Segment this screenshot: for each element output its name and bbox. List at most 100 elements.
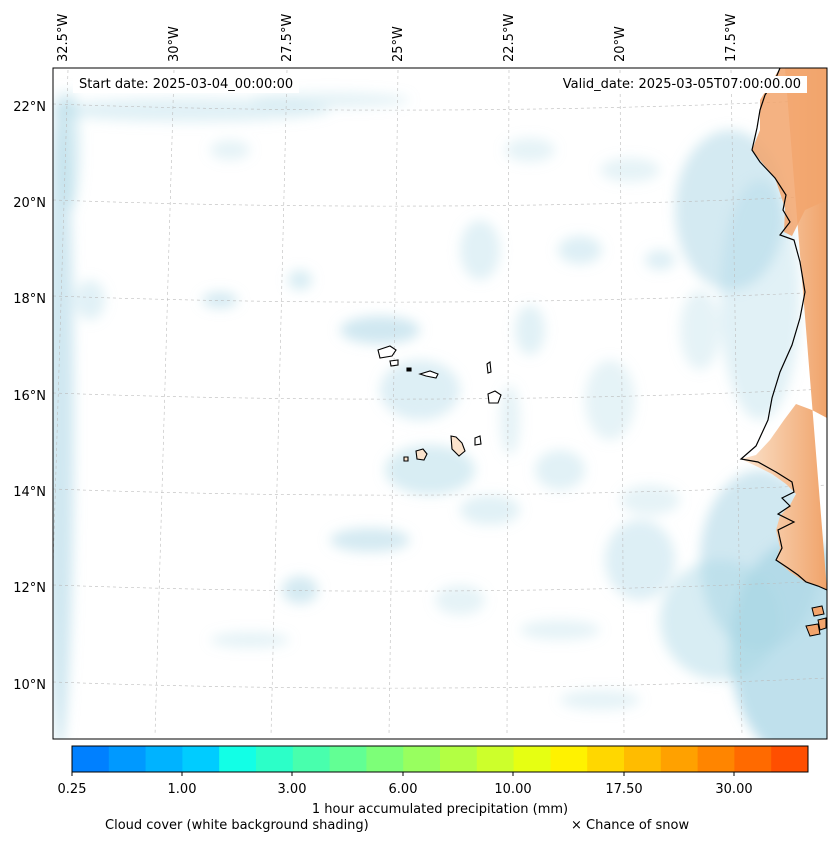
colorbar-segment [403, 746, 441, 772]
cloud-patch [535, 450, 585, 490]
cloud-patch [380, 360, 460, 420]
cloud-patch [75, 280, 105, 320]
longitude-label: 25°W [391, 26, 406, 62]
colorbar-segment [292, 746, 331, 772]
latitude-label: 18°N [13, 292, 46, 307]
colorbar-tick-label: 30.00 [715, 782, 752, 797]
parallel-line [53, 677, 827, 689]
colorbar-segment [108, 746, 147, 772]
cloud-patch [558, 236, 602, 264]
longitude-label: 17.5°W [724, 14, 739, 62]
latitude-label: 22°N [13, 100, 46, 115]
colorbar-segment [771, 746, 809, 772]
colorbar-border [71, 745, 809, 773]
maio [474, 435, 482, 446]
cloud-cover-shading [53, 90, 827, 739]
cloud-patch [202, 292, 238, 308]
cloud-patch [620, 485, 680, 515]
cloud-patch [210, 140, 250, 160]
latitude-label: 10°N [13, 678, 46, 693]
cloud-patch [435, 585, 485, 615]
cloud-cover-note: Cloud cover (white background shading) [105, 818, 369, 833]
longitude-labels: 32.5°W 30°W 27.5°W 25°W 22.5°W 20°W 17.5°W [56, 14, 739, 62]
colorbar-segment [587, 746, 625, 772]
brava [403, 456, 409, 462]
valid-date-label: Valid_date: 2025-03-05T07:00:00.00 [556, 76, 807, 93]
meridian-line [154, 69, 175, 736]
latitude-label: 14°N [13, 485, 46, 500]
cloud-patch [660, 560, 780, 680]
cloud-patch [288, 270, 312, 290]
parallel-line [53, 484, 827, 496]
longitude-label: 32.5°W [56, 14, 71, 62]
cloud-patch [560, 690, 640, 710]
meridian-line [619, 69, 625, 736]
colorbar-tick-label: 10.00 [494, 782, 531, 797]
cloud-patch [460, 220, 500, 280]
cloud-patch [282, 576, 318, 604]
meridian-line [506, 69, 510, 736]
precipitation-colorbar [72, 746, 809, 772]
colorbar-segment [329, 746, 367, 772]
bissagos-islands [805, 605, 827, 637]
cloud-patch [585, 360, 635, 440]
snow-chance-note: × Chance of snow [571, 818, 690, 833]
colorbar-segment [440, 746, 478, 772]
boa-vista [487, 390, 502, 404]
colorbar-segment [366, 746, 404, 772]
cloud-patch [60, 90, 80, 210]
colorbar-segment [145, 746, 183, 772]
cloud-patch [520, 620, 600, 640]
cloud-patch [645, 250, 675, 270]
colorbar-tick-label: 0.25 [58, 782, 87, 797]
colorbar-segment [182, 746, 220, 772]
sahara-coast-fill [752, 68, 827, 236]
colorbar-segment [660, 746, 699, 772]
cloud-patch [53, 90, 74, 739]
colorbar-segment [513, 746, 551, 772]
start-date-label: Start date: 2025-03-04_00:00:00 [73, 76, 300, 93]
parallel-line [53, 291, 827, 303]
parallel-line [53, 388, 827, 400]
cloud-patch [600, 158, 660, 182]
colorbar-label: 1 hour accumulated precipitation (mm) [311, 802, 569, 817]
cloud-patch [250, 92, 410, 108]
longitude-label: 27.5°W [280, 14, 295, 62]
cloud-patch [53, 98, 330, 122]
colorbar-tick-label: 6.00 [389, 782, 418, 797]
parallel-line [53, 99, 827, 111]
longitude-label: 22.5°W [502, 14, 517, 62]
cloud-patch [330, 528, 410, 552]
meridian-line [53, 69, 69, 579]
sal [486, 361, 492, 374]
longitude-label: 30°W [167, 26, 182, 62]
latitude-label: 12°N [13, 581, 46, 596]
colorbar-segment [697, 746, 735, 772]
colorbar-segment [550, 746, 588, 772]
graticule [53, 69, 827, 736]
cloud-patch [460, 495, 520, 525]
meridian-line [270, 69, 288, 736]
colorbar-segment [72, 746, 110, 772]
colorbar-tick-label: 17.50 [605, 782, 642, 797]
parallel-line [53, 195, 827, 207]
colorbar-tick-label: 3.00 [278, 782, 307, 797]
colorbar-tick-label: 1.00 [168, 782, 197, 797]
colorbar-segment [624, 746, 662, 772]
cloud-patch [720, 180, 800, 420]
cloud-patch [500, 385, 520, 455]
santiago [450, 435, 466, 457]
meridian-line [730, 69, 743, 736]
cloud-patch [505, 138, 555, 162]
fogo [415, 448, 428, 461]
cloud-patch [680, 290, 720, 370]
cloud-patch [605, 520, 675, 600]
parallel-line [53, 580, 827, 592]
colorbar-segment [476, 746, 515, 772]
cloud-patch [340, 316, 420, 344]
cape-verde-islands [377, 345, 502, 462]
colorbar-segment [734, 746, 772, 772]
santo-antao [377, 345, 397, 359]
cloud-patch [210, 632, 290, 648]
